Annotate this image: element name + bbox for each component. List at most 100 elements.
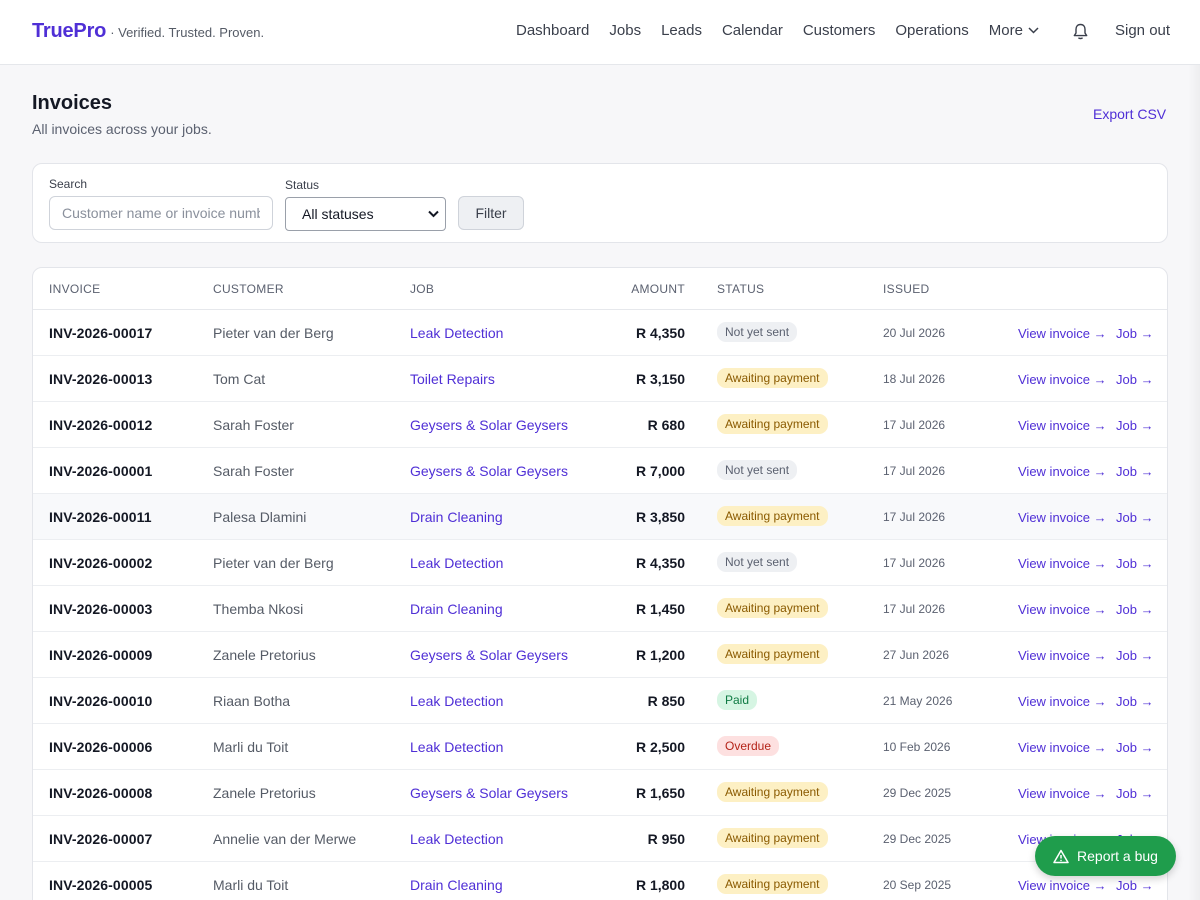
issued-date: 29 Dec 2025	[883, 786, 952, 800]
table-row[interactable]: INV-2026-00013 Tom Cat Toilet Repairs R 3,1…	[33, 356, 1167, 402]
view-invoice-link[interactable]: View invoice →	[1018, 786, 1107, 801]
view-invoice-link[interactable]: View invoice →	[1018, 694, 1107, 709]
brand[interactable]: TruePro · Verified. Trusted. Proven.	[32, 20, 264, 43]
job-link[interactable]: Leak Detection	[410, 831, 504, 847]
nav-dashboard[interactable]: Dashboard	[516, 22, 590, 39]
view-invoice-link[interactable]: View invoice →	[1018, 510, 1107, 525]
job-detail-link[interactable]: Job →	[1116, 510, 1154, 525]
invoice-amount: R 1,200	[635, 647, 685, 663]
column-header-amount[interactable]: AMOUNT	[631, 282, 685, 296]
issued-date: 17 Jul 2026	[883, 464, 946, 478]
table-row[interactable]: INV-2026-00003 Themba Nkosi Drain Cleaning…	[33, 586, 1167, 632]
job-detail-link[interactable]: Job →	[1116, 694, 1154, 709]
brand-logo[interactable]: TruePro	[32, 20, 107, 42]
invoice-amount: R 3,850	[635, 509, 685, 525]
job-detail-link[interactable]: Job →	[1116, 464, 1154, 479]
job-detail-link[interactable]: Job →	[1116, 648, 1154, 663]
page-subtitle: All invoices across your jobs.	[32, 121, 212, 137]
nav-more-dropdown[interactable]: More	[989, 22, 1039, 39]
column-header-customer[interactable]: CUSTOMER	[213, 282, 284, 296]
customer-name: Marli du Toit	[213, 877, 289, 893]
job-link[interactable]: Drain Cleaning	[410, 601, 503, 617]
table-row[interactable]: INV-2026-00009 Zanele Pretorius Geysers & …	[33, 632, 1167, 678]
table-row[interactable]: INV-2026-00007 Annelie van der Merwe Leak …	[33, 816, 1167, 862]
filter-button[interactable]: Filter	[458, 196, 524, 230]
job-detail-link[interactable]: Job →	[1116, 418, 1154, 433]
table-row[interactable]: INV-2026-00005 Marli du Toit Drain Cleanin…	[33, 862, 1167, 900]
view-invoice-link[interactable]: View invoice →	[1018, 878, 1107, 893]
view-invoice-link[interactable]: View invoice →	[1018, 464, 1107, 479]
view-invoice-link[interactable]: View invoice →	[1018, 418, 1107, 433]
issued-date: 17 Jul 2026	[883, 602, 946, 616]
table-row[interactable]: INV-2026-00010 Riaan Botha Leak Detection R…	[33, 678, 1167, 724]
column-header-invoice[interactable]: INVOICE	[49, 282, 101, 296]
view-invoice-link[interactable]: View invoice →	[1018, 602, 1107, 617]
bell-icon[interactable]	[1072, 23, 1089, 46]
job-detail-link[interactable]: Job →	[1116, 372, 1154, 387]
top-nav-bar: TruePro · Verified. Trusted. Proven. Das…	[0, 0, 1200, 65]
view-invoice-link[interactable]: View invoice →	[1018, 556, 1107, 571]
job-link[interactable]: Leak Detection	[410, 325, 504, 341]
report-bug-button[interactable]: Report a bug	[1035, 836, 1176, 876]
invoice-amount: R 1,650	[635, 785, 685, 801]
status-cell: Not yet sent	[717, 552, 798, 572]
view-invoice-link[interactable]: View invoice →	[1018, 326, 1107, 341]
view-invoice-link[interactable]: View invoice →	[1018, 648, 1107, 663]
view-invoice-link[interactable]: View invoice →	[1018, 740, 1107, 755]
issued-date: 27 Jun 2026	[883, 648, 950, 662]
nav-jobs[interactable]: Jobs	[609, 22, 642, 39]
export-csv-link[interactable]: Export CSV	[1093, 106, 1167, 122]
status-cell: Awaiting payment	[717, 368, 828, 388]
invoice-number: INV-2026-00001	[49, 463, 153, 479]
status-cell: Not yet sent	[717, 460, 798, 480]
job-link[interactable]: Geysers & Solar Geysers	[410, 417, 568, 433]
table-row[interactable]: INV-2026-00002 Pieter van der Berg Leak De…	[33, 540, 1167, 586]
view-invoice-link[interactable]: View invoice →	[1018, 372, 1107, 387]
job-link[interactable]: Toilet Repairs	[410, 371, 495, 387]
job-link[interactable]: Leak Detection	[410, 693, 504, 709]
job-link[interactable]: Geysers & Solar Geysers	[410, 647, 568, 663]
chevron-down-icon	[428, 210, 439, 218]
job-link[interactable]: Drain Cleaning	[410, 509, 503, 525]
invoice-amount: R 7,000	[635, 463, 685, 479]
table-row[interactable]: INV-2026-00001 Sarah Foster Geysers & Sola…	[33, 448, 1167, 494]
invoice-number: INV-2026-00007	[49, 831, 153, 847]
customer-name: Tom Cat	[213, 371, 266, 387]
table-row[interactable]: INV-2026-00012 Sarah Foster Geysers & Sola…	[33, 402, 1167, 448]
nav-calendar[interactable]: Calendar	[721, 22, 783, 39]
job-detail-link[interactable]: Job →	[1116, 326, 1154, 341]
nav-leads[interactable]: Leads	[661, 22, 702, 39]
table-row[interactable]: INV-2026-00011 Palesa Dlamini Drain Cleani…	[33, 494, 1167, 540]
job-detail-link[interactable]: Job →	[1116, 786, 1154, 801]
table-row[interactable]: INV-2026-00006 Marli du Toit Leak Detectio…	[33, 724, 1167, 770]
job-link[interactable]: Geysers & Solar Geysers	[410, 785, 568, 801]
column-header-job[interactable]: JOB	[410, 282, 435, 296]
table-row[interactable]: INV-2026-00017 Pieter van der Berg Leak De…	[33, 310, 1167, 356]
invoice-amount: R 3,150	[635, 371, 685, 387]
status-cell: Awaiting payment	[717, 782, 828, 802]
search-input[interactable]	[49, 196, 273, 230]
job-detail-link[interactable]: Job →	[1116, 602, 1154, 617]
job-link[interactable]: Geysers & Solar Geysers	[410, 463, 568, 479]
job-detail-link[interactable]: Job →	[1116, 878, 1154, 893]
nav-operations[interactable]: Operations	[895, 22, 969, 39]
issued-date: 18 Jul 2026	[883, 372, 946, 386]
column-header-status[interactable]: STATUS	[717, 282, 765, 296]
column-header-issued[interactable]: ISSUED	[883, 282, 930, 296]
job-link[interactable]: Leak Detection	[410, 739, 504, 755]
job-link[interactable]: Drain Cleaning	[410, 877, 503, 893]
invoice-amount: R 1,450	[635, 601, 685, 617]
invoice-number: INV-2026-00017	[49, 325, 153, 341]
report-bug-label: Report a bug	[1077, 848, 1158, 864]
nav-customers[interactable]: Customers	[802, 22, 876, 39]
customer-name: Sarah Foster	[213, 417, 294, 433]
sign-out-link[interactable]: Sign out	[1115, 22, 1171, 39]
status-select[interactable]: All statuses	[285, 197, 446, 231]
table-row[interactable]: INV-2026-00008 Zanele Pretorius Geysers & …	[33, 770, 1167, 816]
job-link[interactable]: Leak Detection	[410, 555, 504, 571]
job-detail-link[interactable]: Job →	[1116, 740, 1154, 755]
job-detail-link[interactable]: Job →	[1116, 556, 1154, 571]
status-badge: Awaiting payment	[717, 874, 828, 894]
table-header: INVOICE CUSTOMER JOB AMOUNT STATUS ISSUE…	[33, 268, 1167, 310]
status-label: Status	[285, 178, 320, 192]
